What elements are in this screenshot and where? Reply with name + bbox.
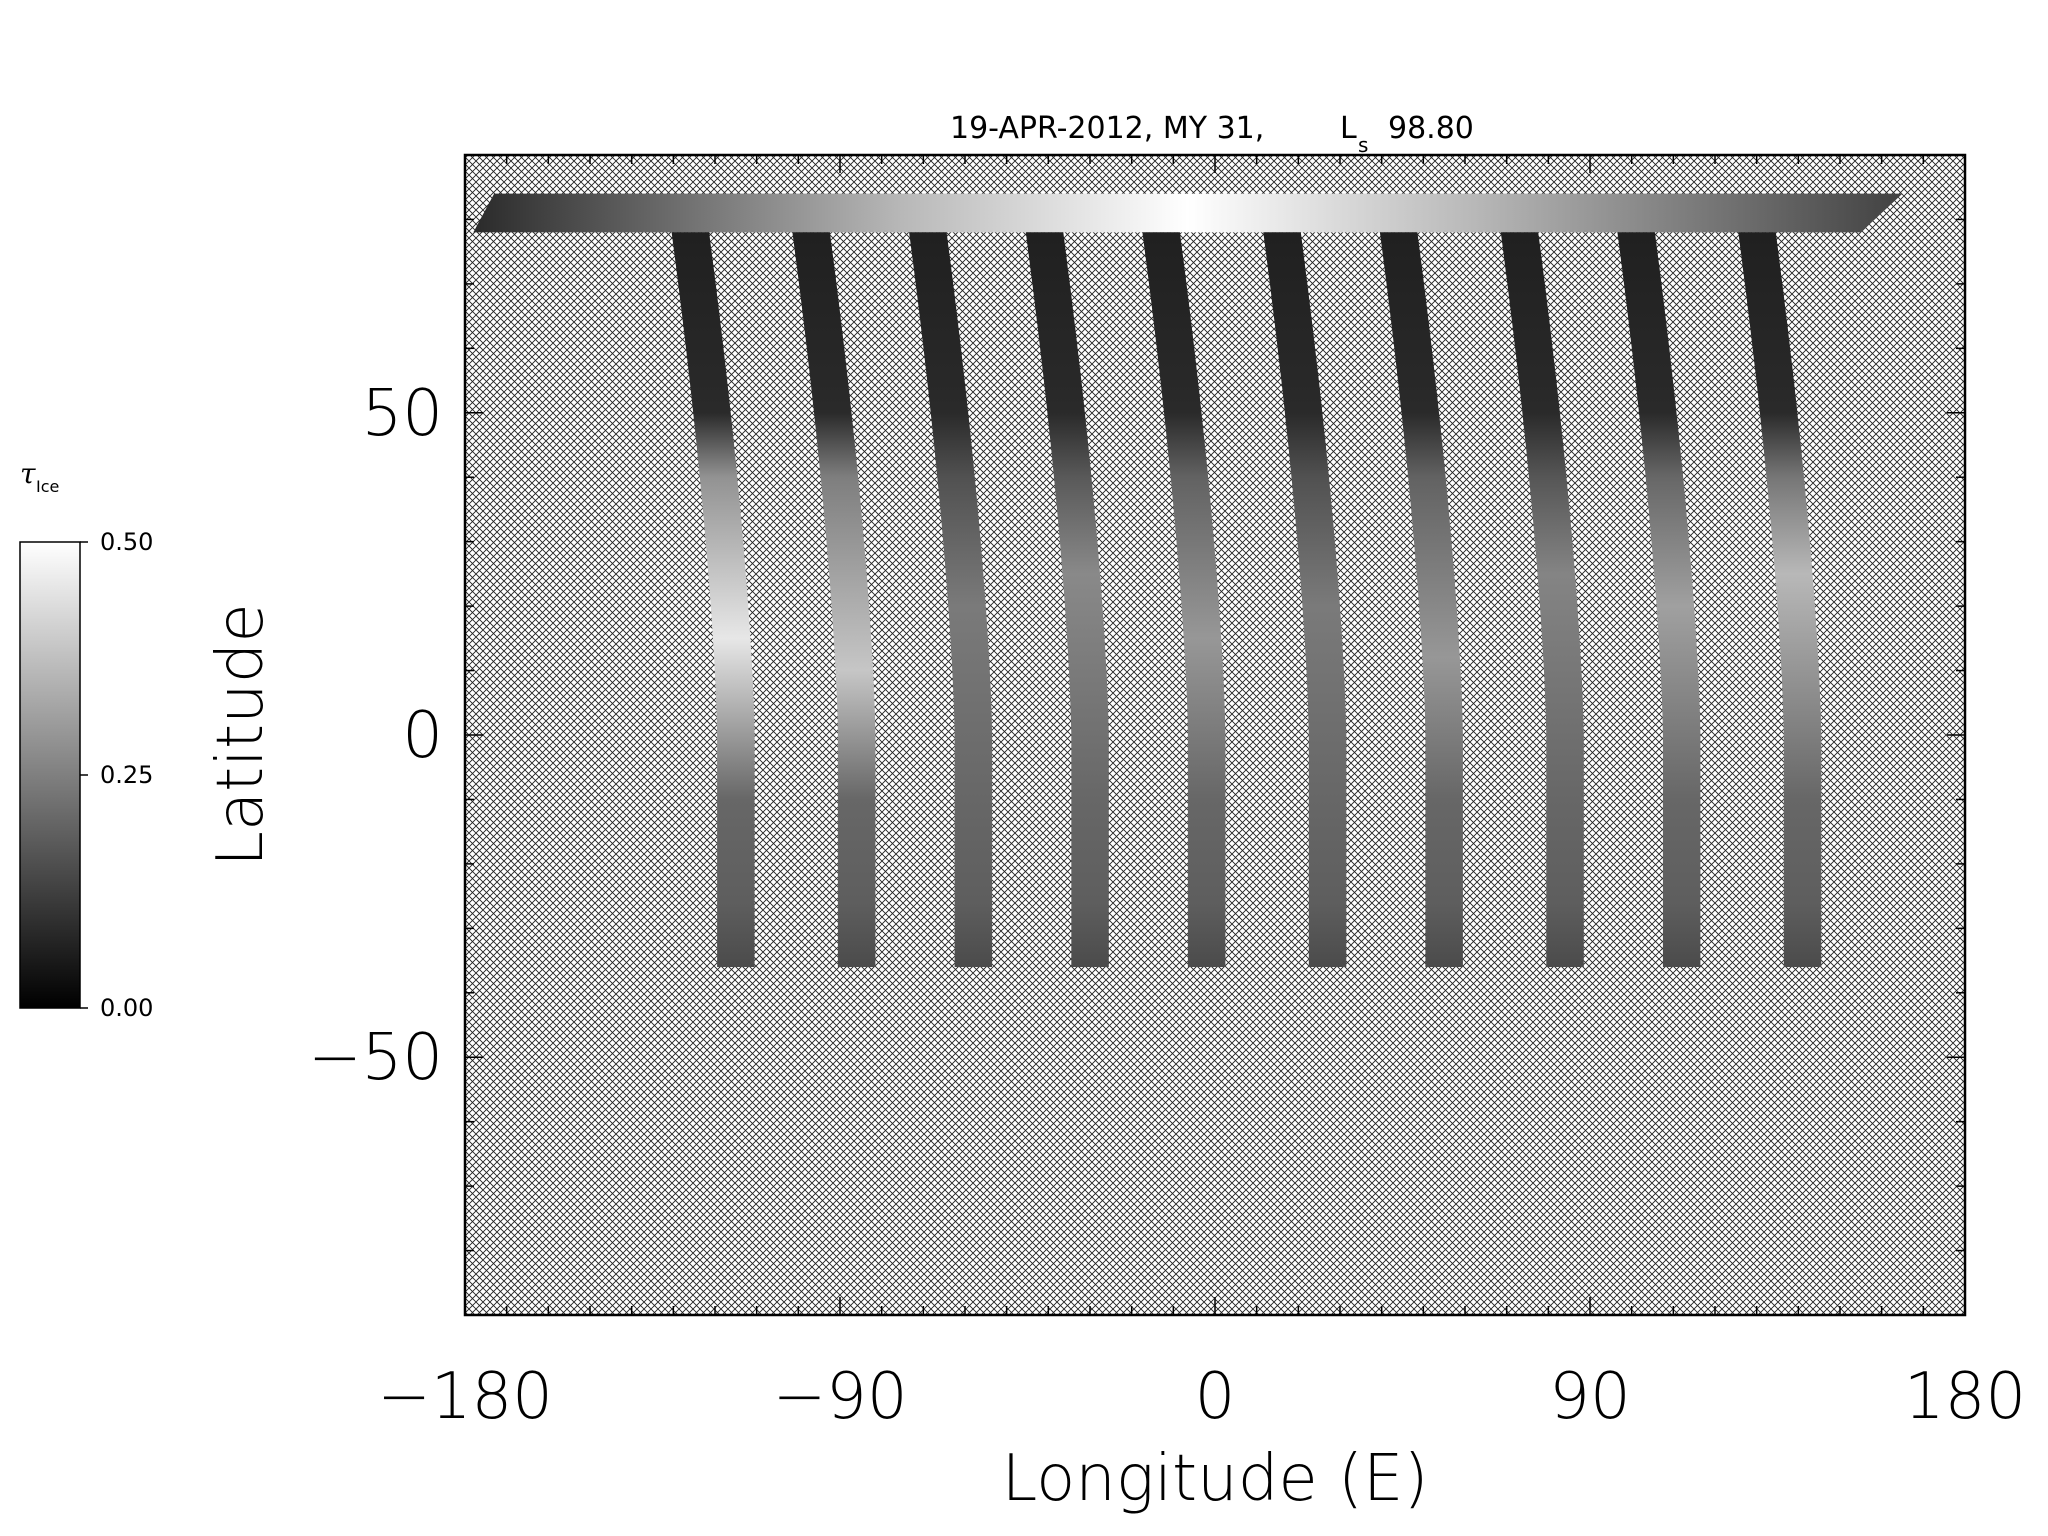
x-axis-label: Longitude (E) bbox=[1002, 1442, 1429, 1516]
y-tick-label: 0 bbox=[402, 699, 443, 773]
swath-9 bbox=[1617, 232, 1701, 968]
axis-ticks bbox=[464, 154, 1966, 1316]
y-tick-label: −50 bbox=[308, 1021, 443, 1095]
colorbar-tick-label: 0.00 bbox=[100, 994, 153, 1022]
ls-value: 98.80 bbox=[1388, 111, 1474, 146]
ls-subscript: s bbox=[1358, 133, 1368, 157]
chart-title: 19-APR-2012, MY 31, L s 98.80 bbox=[950, 111, 1474, 157]
colorbar: τ Ice 0.00 0.25 0.50 bbox=[19, 457, 153, 1022]
chart-title-text: 19-APR-2012, MY 31, bbox=[950, 111, 1264, 146]
ls-symbol: L bbox=[1340, 111, 1357, 146]
swath-5 bbox=[1142, 232, 1226, 968]
colorbar-subscript: Ice bbox=[36, 477, 59, 496]
polar-cap-band bbox=[473, 193, 1903, 233]
swath-layer bbox=[473, 193, 1903, 968]
swath-6 bbox=[1263, 232, 1347, 968]
colorbar-tick-label: 0.25 bbox=[100, 761, 153, 789]
colorbar-ticks: 0.00 0.25 0.50 bbox=[80, 528, 153, 1022]
swath-4 bbox=[1025, 232, 1109, 968]
x-tick-label: −90 bbox=[772, 1360, 907, 1434]
swath-2 bbox=[792, 232, 876, 968]
x-tick-labels: −180 −90 0 90 180 bbox=[377, 1360, 2026, 1434]
swath-10 bbox=[1738, 232, 1822, 968]
colorbar-symbol: τ bbox=[20, 457, 36, 490]
x-tick-label: −180 bbox=[377, 1360, 553, 1434]
y-tick-label: 50 bbox=[362, 377, 443, 451]
swath-7 bbox=[1379, 232, 1463, 968]
swath-1 bbox=[671, 232, 755, 968]
swath-8 bbox=[1500, 232, 1584, 968]
swath-3 bbox=[909, 232, 993, 968]
x-tick-label: 0 bbox=[1195, 1360, 1236, 1434]
y-axis-label: Latitude bbox=[204, 603, 278, 866]
colorbar-gradient bbox=[19, 541, 81, 1009]
y-tick-labels: −50 0 50 bbox=[308, 377, 443, 1095]
x-tick-label: 90 bbox=[1549, 1360, 1630, 1434]
colorbar-tick-label: 0.50 bbox=[100, 528, 153, 556]
x-tick-label: 180 bbox=[1904, 1360, 2026, 1434]
